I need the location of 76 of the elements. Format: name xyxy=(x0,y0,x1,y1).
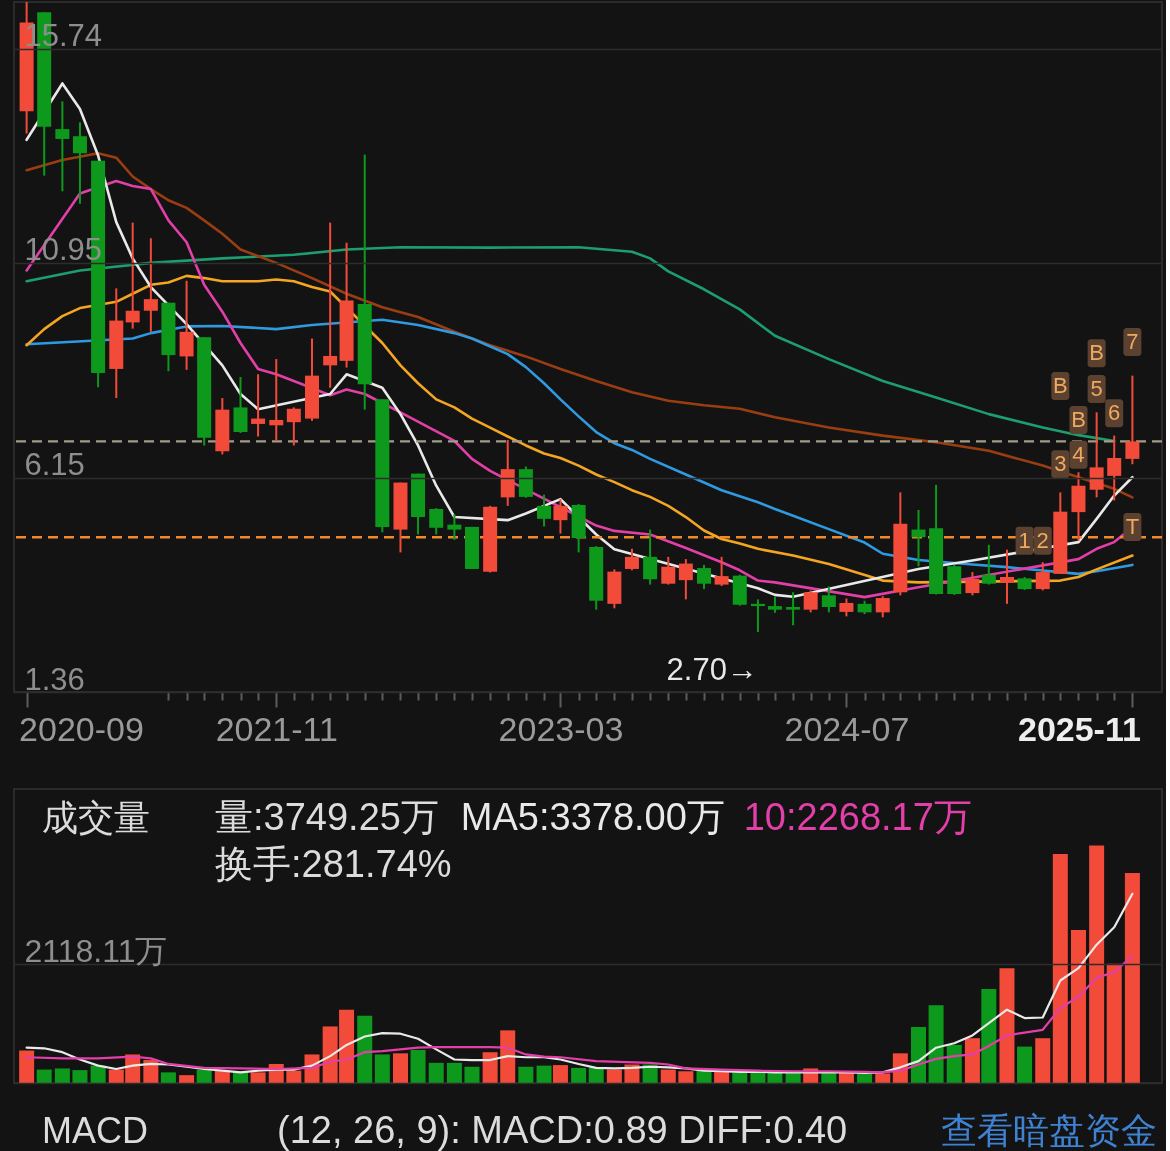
bar xyxy=(410,1049,426,1083)
bar xyxy=(821,1072,837,1083)
bar xyxy=(946,1044,962,1083)
bar xyxy=(179,1075,195,1083)
x-tick-label: 2025-11 xyxy=(1017,709,1141,748)
bar xyxy=(571,1067,587,1083)
bar xyxy=(678,1071,694,1083)
bar xyxy=(1052,853,1068,1083)
bar xyxy=(911,1027,926,1083)
bar xyxy=(732,1072,748,1083)
text: MA5:3378.00万 xyxy=(460,796,725,838)
bar xyxy=(981,988,997,1083)
bar xyxy=(1017,1046,1033,1083)
annotation: 换手:281.74% xyxy=(215,843,452,885)
bar xyxy=(857,1073,873,1083)
bar xyxy=(696,1070,712,1083)
annotation: 5 xyxy=(1090,376,1103,402)
y-tick-label: 6.15 xyxy=(24,447,85,483)
annotation: B xyxy=(1089,340,1104,366)
y-tick-label: 1.36 xyxy=(24,661,85,697)
bar xyxy=(1089,845,1105,1083)
bar xyxy=(875,1073,891,1083)
annotation: 7 xyxy=(1126,329,1139,355)
bar xyxy=(428,1062,444,1083)
x-tick-label: 2020-09 xyxy=(19,709,144,748)
bar xyxy=(214,1070,230,1083)
bar xyxy=(374,1054,390,1083)
text: 10:2268.17万 xyxy=(743,796,972,838)
bar xyxy=(518,1066,534,1083)
bar xyxy=(767,1072,783,1083)
annotation: 2 xyxy=(1036,527,1049,553)
bar xyxy=(90,1065,106,1083)
x-tick-label: 2024-07 xyxy=(784,709,910,748)
bar xyxy=(19,1050,35,1083)
bar xyxy=(36,1069,52,1083)
bar xyxy=(552,1065,568,1083)
x-tick-label: 2023-03 xyxy=(498,709,624,748)
bar xyxy=(536,1065,552,1083)
bar xyxy=(1106,963,1122,1083)
bar xyxy=(999,968,1015,1083)
bar xyxy=(482,1052,498,1083)
bar xyxy=(785,1072,801,1083)
bar xyxy=(1070,930,1086,1083)
bar xyxy=(446,1062,462,1083)
annotation: B xyxy=(1052,372,1068,398)
annotation: 量:3749.25万 xyxy=(215,796,439,838)
bar xyxy=(464,1066,480,1083)
bar xyxy=(72,1070,88,1083)
annotation: 6 xyxy=(1108,400,1121,426)
bar xyxy=(1035,1038,1051,1083)
bar xyxy=(964,1038,980,1083)
bar xyxy=(928,1005,944,1083)
bar xyxy=(54,1068,70,1083)
bar xyxy=(750,1072,766,1083)
bar xyxy=(392,1053,408,1083)
annotation: B xyxy=(1071,406,1086,432)
annotation: 1 xyxy=(1018,527,1031,553)
bar xyxy=(160,1072,176,1083)
bar xyxy=(286,1070,302,1083)
bar xyxy=(714,1071,730,1083)
text: (12, 26, 9): MACD:0.89 DIFF:0.40 xyxy=(277,1109,848,1151)
bar xyxy=(357,1015,373,1083)
bar xyxy=(660,1069,676,1083)
y-tick-label: 2118.11万 xyxy=(24,932,168,969)
bar xyxy=(1124,873,1140,1083)
annotation: 4 xyxy=(1072,441,1085,467)
text: 查看暗盘资金 xyxy=(941,1110,1157,1151)
annotation: 3 xyxy=(1054,451,1067,477)
annotation: 2.70→ xyxy=(666,652,758,688)
bar xyxy=(606,1069,622,1083)
bar xyxy=(500,1030,516,1083)
x-tick-label: 2021-11 xyxy=(215,709,338,748)
text: MACD xyxy=(42,1110,148,1151)
bar xyxy=(196,1069,212,1083)
bar xyxy=(250,1072,266,1083)
annotation: 成交量 xyxy=(42,797,150,838)
